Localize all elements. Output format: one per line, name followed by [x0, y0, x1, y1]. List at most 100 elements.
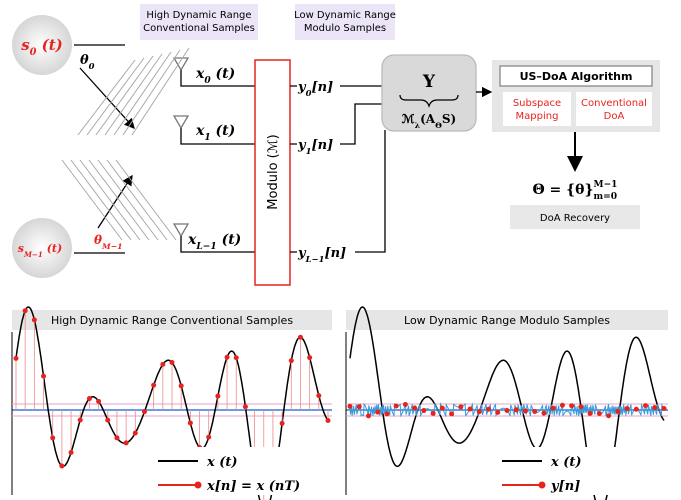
plots	[12, 307, 676, 500]
wire	[181, 70, 255, 252]
sample-dot	[634, 407, 639, 412]
sample-dot	[170, 360, 175, 365]
sample-dot	[348, 404, 353, 409]
input-label-part: (t)	[211, 123, 236, 139]
sample-dot	[87, 396, 92, 401]
wavefront	[123, 50, 180, 135]
sample-dot	[206, 435, 211, 440]
sample-dot	[652, 405, 657, 410]
input-label: x1 (t)	[195, 123, 235, 143]
result-label: Θ = {θ}m=0M−1	[532, 179, 617, 202]
step-label: Subspace	[513, 98, 561, 109]
sample-dot	[215, 394, 220, 399]
legend-label: x (t)	[550, 455, 582, 470]
sample-dot	[357, 404, 362, 409]
output-label-part: [n]	[311, 80, 333, 95]
sample-dot	[280, 421, 285, 426]
label: High Dynamic Range	[146, 10, 251, 21]
algorithm-title: US–DoA Algorithm	[520, 70, 633, 83]
wavefront	[105, 54, 162, 135]
sample-dot	[124, 440, 129, 445]
input-label: x0 (t)	[195, 66, 235, 86]
sample-dot	[307, 355, 312, 360]
input-label-part: (t)	[217, 232, 242, 248]
wavefront	[62, 160, 122, 240]
output-label: yL−1[n]	[297, 246, 346, 264]
output-label-part: [n]	[324, 246, 346, 261]
legend-dot	[195, 482, 202, 489]
wavefront	[114, 52, 171, 135]
diagram-shapes	[12, 4, 668, 330]
sample-dot	[179, 383, 184, 388]
sample-dot	[412, 406, 417, 411]
measurement-formula-part: S)	[442, 112, 456, 126]
sample-dot	[421, 408, 426, 413]
sample-dot	[69, 450, 74, 455]
sample-dot	[316, 393, 321, 398]
sample-dot	[440, 406, 445, 411]
figure: High Dynamic RangeConventional SamplesLo…	[0, 0, 681, 500]
sample-dot	[96, 399, 101, 404]
result-label-part: M−1	[594, 179, 618, 190]
sample-dot	[234, 355, 239, 360]
sample-dot	[588, 411, 593, 416]
label: Modulo Samples	[304, 23, 386, 34]
output-label-part: L−1	[305, 254, 325, 264]
sample-dot	[243, 404, 248, 409]
sample-dot	[403, 402, 408, 407]
sample-dot	[32, 317, 37, 322]
wavefront	[78, 60, 135, 135]
source-label-part: (t)	[36, 36, 62, 54]
step-label: DoA	[604, 111, 625, 122]
sample-dot	[643, 403, 648, 408]
wavefronts	[62, 48, 189, 240]
wavefront	[87, 58, 144, 135]
step-label: Conventional	[581, 98, 647, 109]
sample-dot	[505, 408, 510, 413]
sample-dot	[394, 404, 399, 409]
sample-dot	[384, 411, 389, 416]
sample-dot	[597, 411, 602, 416]
sample-dot	[431, 411, 436, 416]
sample-dot	[578, 404, 583, 409]
recovery-label: DoA Recovery	[540, 213, 610, 224]
sample-dot	[14, 356, 19, 361]
sample-dot	[449, 411, 454, 416]
output-label: y1[n]	[297, 138, 333, 156]
wavefront	[98, 160, 158, 240]
sample-dot	[59, 464, 64, 469]
sample-dot	[495, 410, 500, 415]
angle-label: θ0	[80, 53, 95, 71]
sample-dot	[375, 410, 380, 415]
source-label-part: (t)	[43, 242, 62, 255]
legend-label: x (t)	[206, 455, 238, 470]
wire	[290, 86, 385, 252]
sample-dot	[50, 435, 55, 440]
sample-dot	[366, 413, 371, 418]
sample-dot	[298, 335, 303, 340]
sample-dot	[78, 418, 83, 423]
sample-dot	[532, 409, 537, 414]
legend-dot	[539, 482, 546, 489]
sample-dot	[486, 407, 491, 412]
result-label-part: m=0	[594, 191, 618, 202]
sample-dot	[514, 407, 519, 412]
input-label-part: (t)	[211, 66, 236, 82]
modulo-label: Modulo (ℳ)	[266, 134, 281, 209]
sample-dot	[289, 358, 294, 363]
sample-dot	[142, 409, 147, 414]
legend-label: x[n] = x (nT)	[206, 479, 300, 494]
output-label-part: [n]	[311, 138, 333, 153]
panel-title: Low Dynamic Range Modulo Samples	[404, 314, 610, 327]
result-label-part: Θ = {θ}	[532, 182, 593, 198]
sample-dot	[105, 418, 110, 423]
legend-label: y[n]	[550, 479, 580, 494]
wavefront	[80, 160, 140, 240]
sample-dot	[468, 407, 473, 412]
measurement-formula-part: ℳ	[402, 112, 415, 126]
angle-label-part: θ	[94, 233, 102, 247]
sample-dot	[662, 406, 667, 411]
sample-dot	[114, 435, 119, 440]
measurement-symbol: Y	[422, 72, 436, 92]
angle-label-part: θ	[80, 53, 89, 68]
